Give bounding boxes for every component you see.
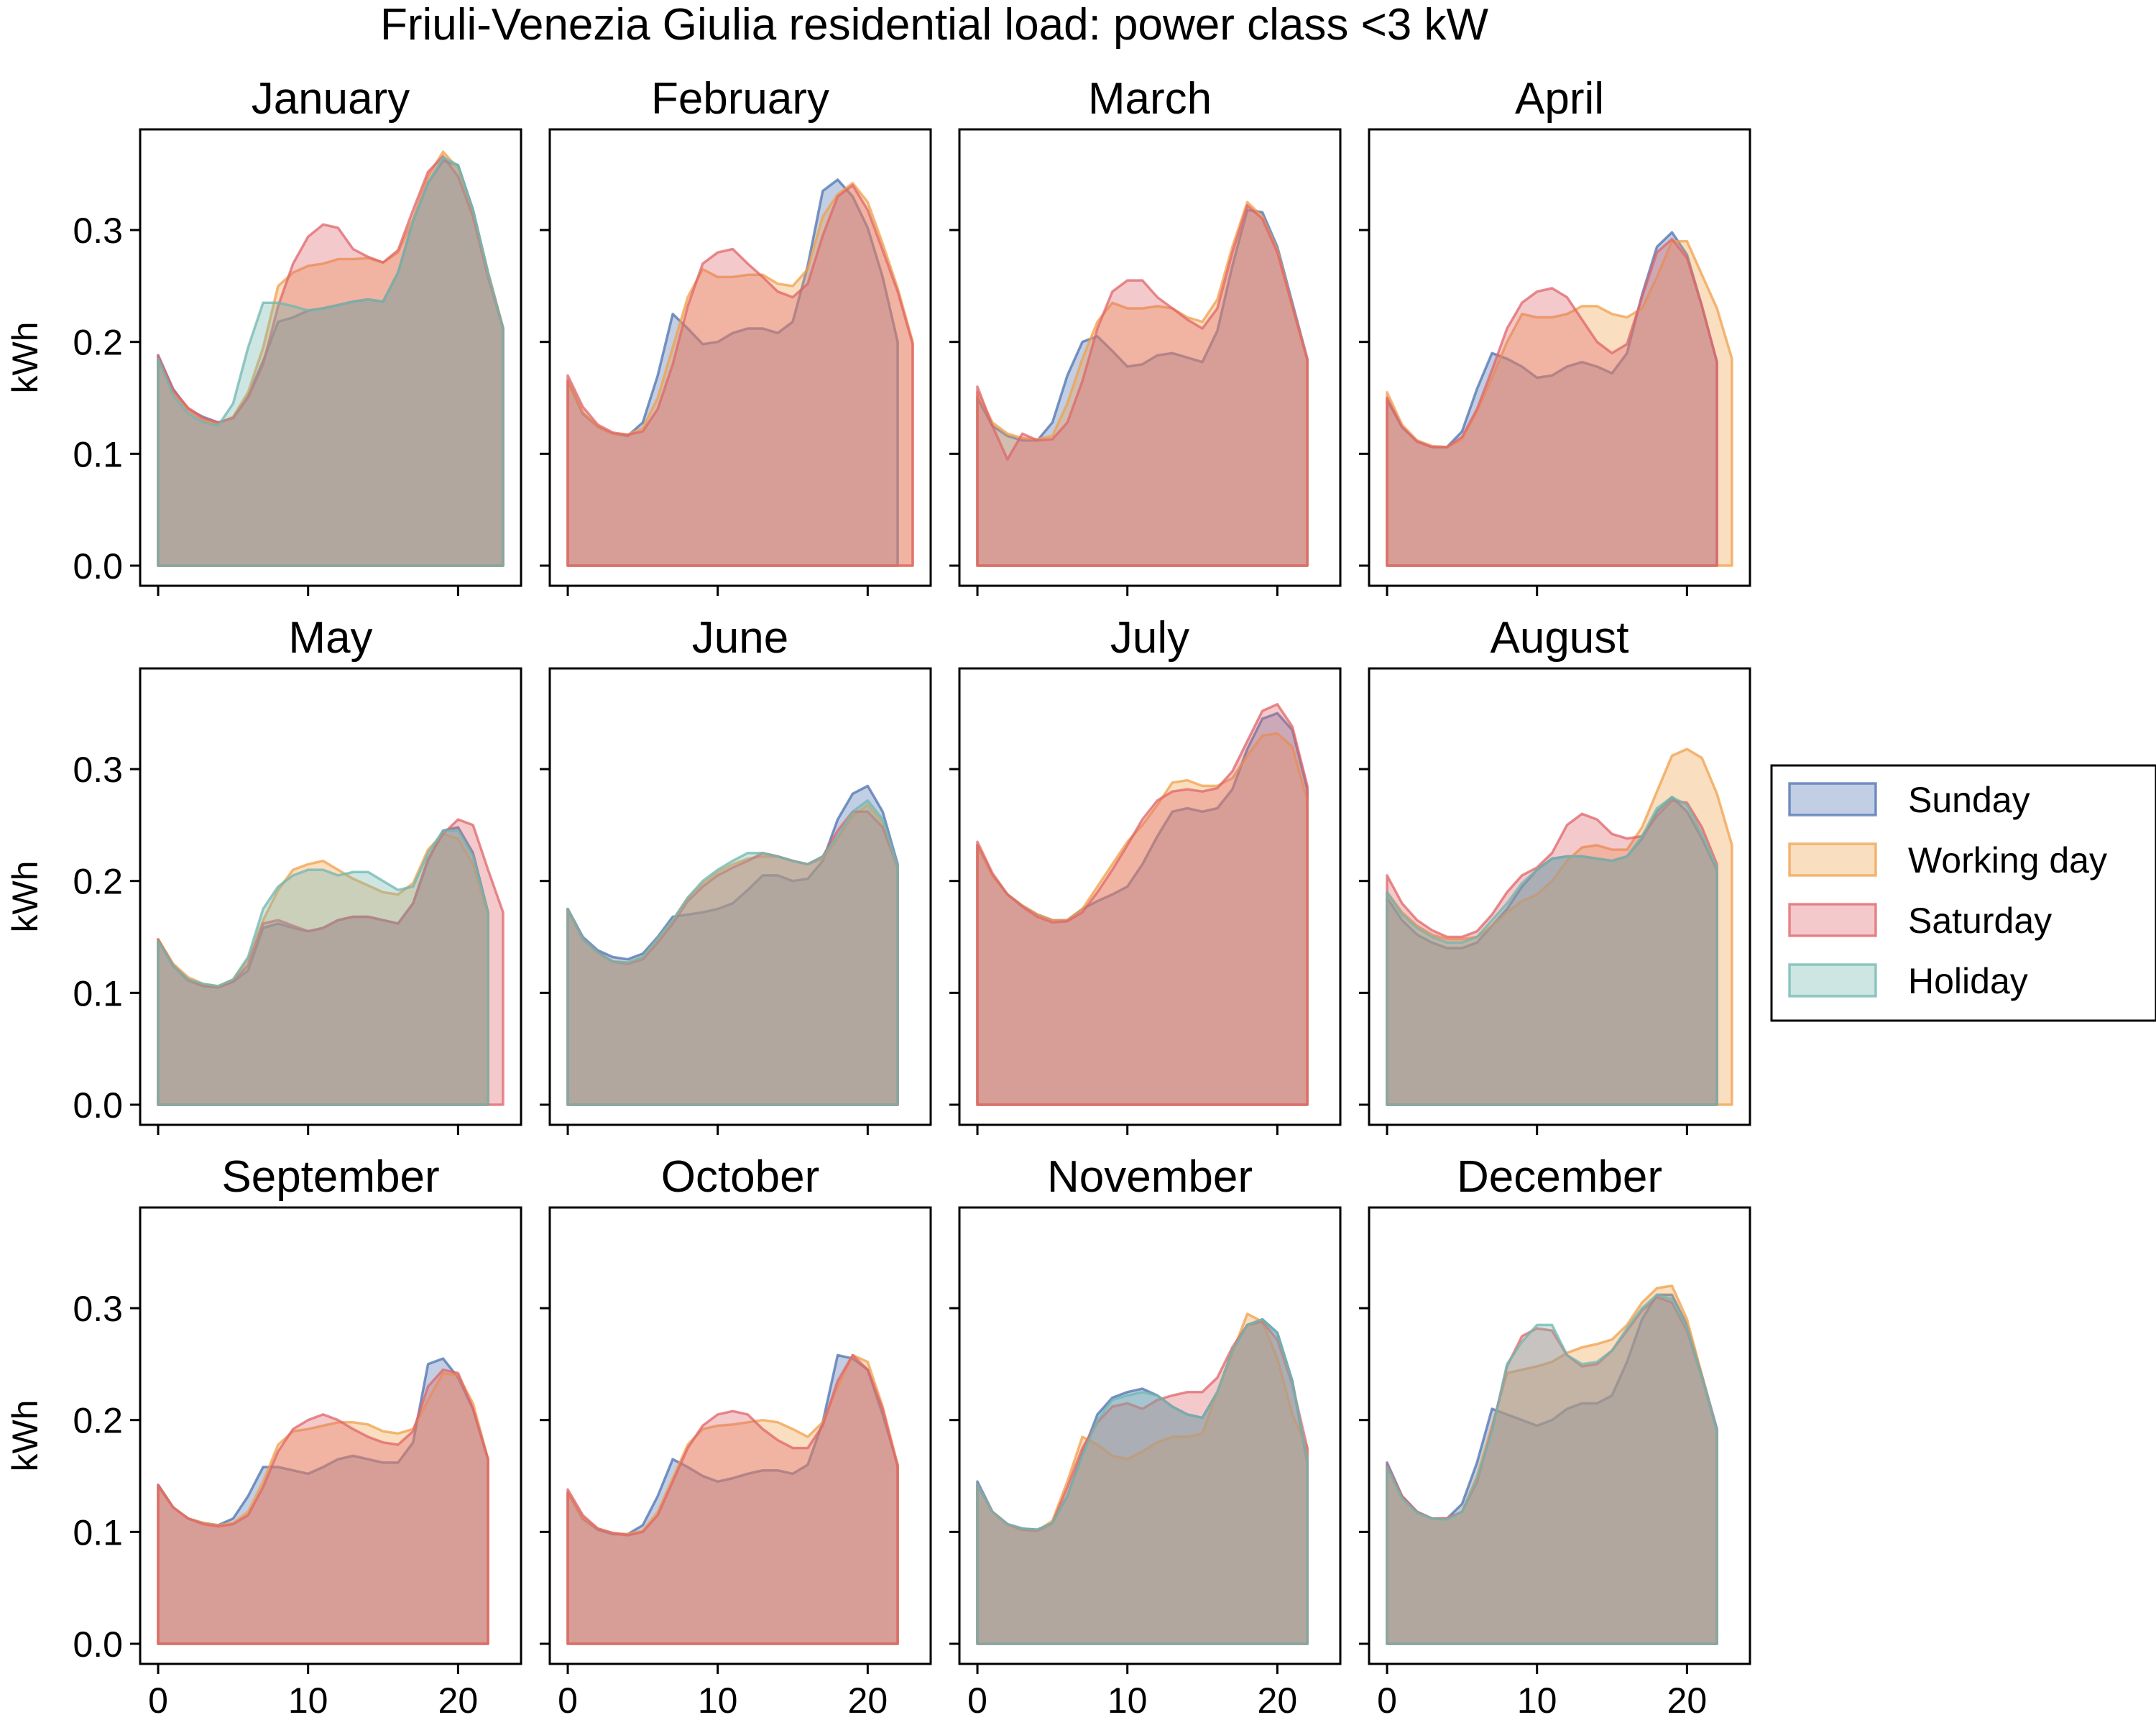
area-october-saturday <box>566 1353 899 1645</box>
xtick-label: 0 <box>1377 1680 1397 1721</box>
area-july-saturday <box>976 703 1309 1106</box>
area-april-saturday <box>1386 237 1718 567</box>
xtick-label: 20 <box>438 1680 479 1721</box>
panel-frame-december <box>1368 1206 1751 1665</box>
panel-january: January 0.0 0.1 0.2 0.3 kWh <box>5 74 522 596</box>
ytick-label: 0.2 <box>73 323 123 363</box>
legend-swatch-holiday <box>1788 963 1877 998</box>
panel-frame-october <box>548 1206 932 1665</box>
panel-title-march: March <box>1088 74 1212 124</box>
legend-swatch-sunday <box>1788 782 1877 816</box>
ytick-label: 0.1 <box>73 1512 123 1552</box>
panel-frame-july <box>958 667 1342 1126</box>
ytick-label: 0.2 <box>73 862 123 902</box>
panel-title-august: August <box>1490 613 1628 663</box>
panel-frame-august <box>1368 667 1751 1126</box>
area-may-holiday <box>157 829 489 1106</box>
ytick-label: 0.1 <box>73 973 123 1013</box>
panel-frame-march <box>958 128 1342 587</box>
legend-box <box>1770 764 2156 1022</box>
xtick-label: 0 <box>148 1680 168 1721</box>
panel-title-april: April <box>1515 74 1604 124</box>
panel-november: November 0 10 20 <box>949 1152 1342 1721</box>
panel-october: October 0 10 20 <box>540 1152 932 1721</box>
area-august-holiday <box>1386 796 1718 1106</box>
panel-title-december: December <box>1457 1152 1662 1202</box>
xtick-label: 0 <box>967 1680 987 1721</box>
area-august-working-day <box>1386 748 1733 1106</box>
panel-title-july: July <box>1110 613 1189 663</box>
panel-frame-june <box>548 667 932 1126</box>
y-axis-label: kWh <box>5 322 45 394</box>
panel-title-october: October <box>661 1152 820 1202</box>
area-september-saturday <box>157 1368 489 1645</box>
area-may-saturday <box>157 818 505 1106</box>
panel-title-september: September <box>221 1152 439 1202</box>
area-june-sunday <box>566 784 899 1106</box>
area-january-saturday <box>157 155 505 567</box>
ytick-label: 0.3 <box>73 211 123 251</box>
y-axis-label: kWh <box>5 861 45 933</box>
panel-march: March <box>949 74 1342 596</box>
panel-title-february: February <box>651 74 829 124</box>
area-june-holiday <box>566 799 899 1106</box>
panel-july: July <box>949 613 1342 1135</box>
area-march-saturday <box>976 204 1309 567</box>
panel-frame-may <box>139 667 522 1126</box>
legend-swatch-working-day <box>1788 842 1877 877</box>
legend: Sunday Working day Saturday Holiday <box>1770 764 2156 1022</box>
panel-may: May 0.0 0.1 0.2 0.3 kWh <box>5 613 522 1135</box>
xtick-label: 0 <box>558 1680 578 1721</box>
ytick-label: 0.1 <box>73 434 123 474</box>
xtick-label: 10 <box>1517 1680 1557 1721</box>
xtick-label: 20 <box>1667 1680 1708 1721</box>
xtick-label: 20 <box>1258 1680 1298 1721</box>
panel-title-november: November <box>1047 1152 1253 1202</box>
panel-frame-april <box>1368 128 1751 587</box>
panels-grid: January 0.0 0.1 0.2 0.3 kWh February March April… <box>5 74 1751 1721</box>
xtick-label: 20 <box>848 1680 888 1721</box>
ytick-label: 0.3 <box>73 750 123 790</box>
panel-august: August <box>1359 613 1751 1135</box>
ytick-label: 0.2 <box>73 1401 123 1441</box>
panel-frame-january <box>139 128 522 587</box>
legend-label-saturday: Saturday <box>1908 901 2052 941</box>
panel-frame-february <box>548 128 932 587</box>
panel-title-may: May <box>288 613 372 663</box>
ytick-label: 0.0 <box>73 1085 123 1126</box>
panel-december: December 0 10 20 <box>1359 1152 1751 1721</box>
area-february-saturday <box>566 184 914 567</box>
xtick-label: 10 <box>1107 1680 1148 1721</box>
ytick-label: 0.0 <box>73 1624 123 1665</box>
legend-swatch-saturday <box>1788 903 1877 937</box>
xtick-label: 10 <box>698 1680 738 1721</box>
panel-april: April <box>1359 74 1751 596</box>
area-november-holiday <box>976 1317 1309 1645</box>
area-january-holiday <box>157 156 505 567</box>
xtick-label: 10 <box>288 1680 328 1721</box>
legend-label-working-day: Working day <box>1908 840 2107 880</box>
legend-label-sunday: Sunday <box>1908 780 2030 820</box>
panel-frame-september <box>139 1206 522 1665</box>
ytick-label: 0.3 <box>73 1289 123 1329</box>
figure-title: Friuli-Venezia Giulia residential load: … <box>380 0 1489 50</box>
area-march-sunday <box>976 208 1309 567</box>
panel-title-january: January <box>252 74 410 124</box>
ytick-label: 0.0 <box>73 546 123 586</box>
legend-label-holiday: Holiday <box>1908 961 2028 1001</box>
y-axis-label: kWh <box>5 1400 45 1472</box>
panel-frame-november <box>958 1206 1342 1665</box>
panel-september: September 0.0 0.1 0.2 0.3 0 10 20 kWh <box>5 1152 522 1721</box>
panel-june: June <box>540 613 932 1135</box>
panel-title-june: June <box>692 613 788 663</box>
area-december-holiday <box>1386 1293 1718 1645</box>
panel-february: February <box>540 74 932 596</box>
